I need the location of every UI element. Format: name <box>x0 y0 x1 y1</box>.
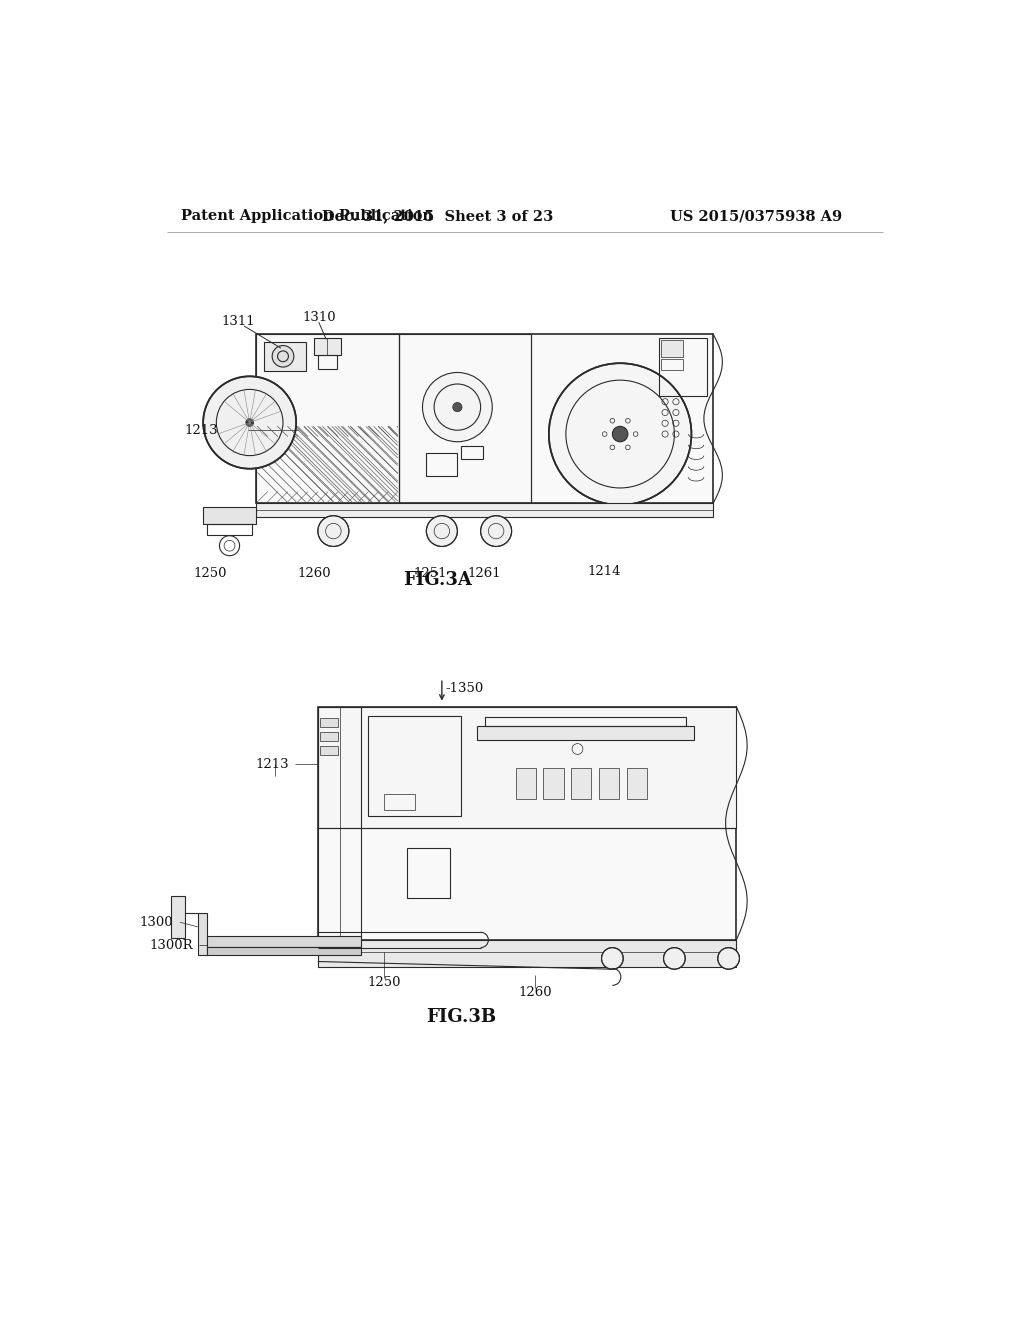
Bar <box>198 913 207 956</box>
Bar <box>207 936 360 946</box>
Text: FIG.3A: FIG.3A <box>403 572 472 589</box>
Circle shape <box>480 516 512 546</box>
Bar <box>317 706 736 940</box>
Text: 1260: 1260 <box>518 986 552 999</box>
Bar <box>662 341 683 358</box>
Bar <box>317 706 360 940</box>
Bar <box>321 718 338 727</box>
Bar <box>369 715 461 816</box>
Bar <box>317 355 337 368</box>
Text: 1251: 1251 <box>414 566 447 579</box>
Text: -1350: -1350 <box>445 681 483 694</box>
Bar <box>321 746 338 755</box>
Text: Dec. 31, 2015  Sheet 3 of 23: Dec. 31, 2015 Sheet 3 of 23 <box>323 209 554 223</box>
Circle shape <box>426 516 458 546</box>
Text: US 2015/0375938 A9: US 2015/0375938 A9 <box>671 209 843 223</box>
Text: 1250: 1250 <box>194 566 227 579</box>
Text: 1300: 1300 <box>139 916 173 929</box>
Bar <box>314 338 341 355</box>
Bar <box>662 359 683 370</box>
Bar <box>384 795 415 809</box>
Circle shape <box>718 948 739 969</box>
Text: 1261: 1261 <box>468 566 502 579</box>
Bar <box>207 946 360 954</box>
Text: 1310: 1310 <box>302 310 336 323</box>
Bar <box>407 847 450 898</box>
Circle shape <box>453 403 462 412</box>
Bar <box>256 334 399 503</box>
Text: 1213: 1213 <box>184 424 218 437</box>
Bar <box>256 334 713 503</box>
Bar <box>317 706 736 829</box>
Bar <box>317 940 736 966</box>
Circle shape <box>203 376 296 469</box>
Bar <box>263 342 306 371</box>
Text: 1250: 1250 <box>367 975 400 989</box>
Circle shape <box>664 948 685 969</box>
Bar <box>203 507 256 524</box>
Circle shape <box>423 372 493 442</box>
Bar <box>171 896 184 939</box>
Circle shape <box>549 363 691 506</box>
Text: Patent Application Publication: Patent Application Publication <box>180 209 433 223</box>
Bar <box>399 334 531 503</box>
Bar <box>426 453 458 477</box>
Bar <box>484 717 686 726</box>
Bar <box>461 446 483 459</box>
Bar <box>477 726 693 739</box>
Text: 1300R: 1300R <box>150 939 194 952</box>
Text: 1260: 1260 <box>297 566 331 579</box>
Circle shape <box>612 426 628 442</box>
Circle shape <box>246 418 254 426</box>
Bar <box>321 733 338 742</box>
Circle shape <box>601 948 624 969</box>
Bar <box>627 768 647 799</box>
Text: 1213: 1213 <box>256 758 290 771</box>
Bar <box>256 503 713 517</box>
Bar <box>515 768 536 799</box>
Circle shape <box>317 516 349 546</box>
Bar <box>658 338 707 396</box>
Bar <box>544 768 563 799</box>
Bar <box>571 768 592 799</box>
Bar <box>207 524 252 535</box>
Circle shape <box>272 346 294 367</box>
Text: FIG.3B: FIG.3B <box>426 1008 497 1026</box>
Bar <box>599 768 620 799</box>
Text: 1214: 1214 <box>588 565 622 578</box>
Text: 1311: 1311 <box>221 315 255 329</box>
